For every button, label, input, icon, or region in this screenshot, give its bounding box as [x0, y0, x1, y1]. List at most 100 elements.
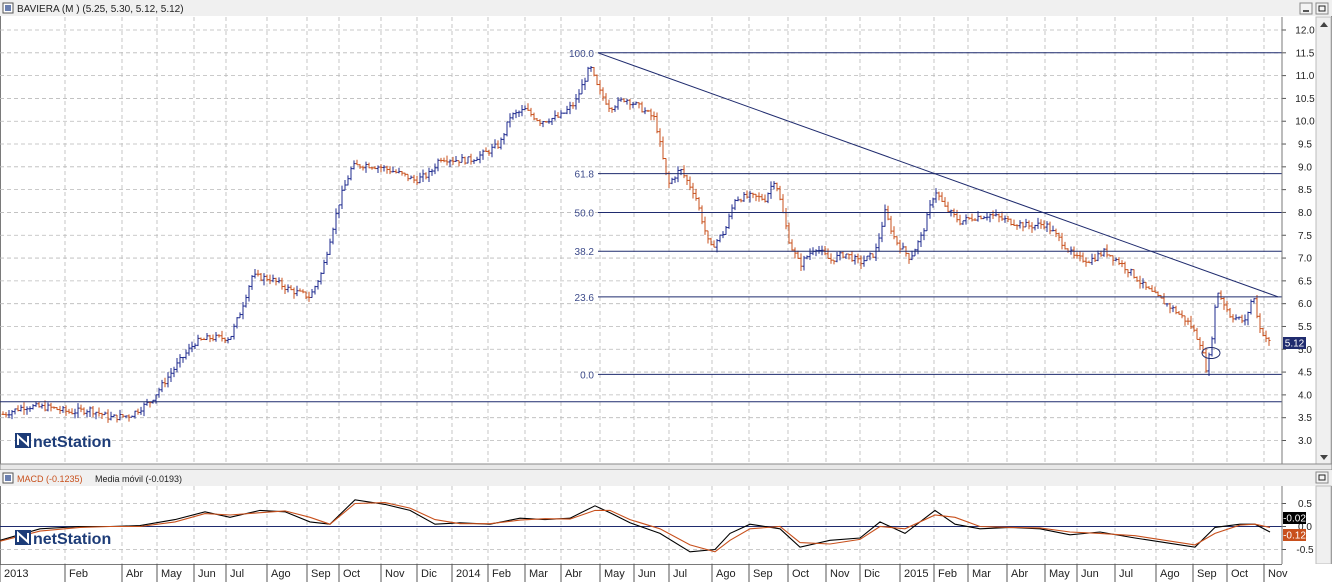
ohlc-bar	[682, 165, 686, 179]
ohlc-bar	[376, 165, 380, 174]
macd-scrollbar[interactable]	[1315, 485, 1332, 565]
ohlc-bar	[553, 110, 557, 121]
ohlc-bar	[292, 287, 296, 299]
x-axis-band	[0, 564, 1332, 582]
ohlc-bar	[1075, 252, 1079, 259]
ohlc-bar	[1123, 261, 1127, 274]
ohlc-bar	[985, 212, 989, 221]
ohlc-bar	[400, 170, 404, 176]
ohlc-bar	[166, 372, 170, 388]
fib-label: 100.0	[569, 49, 594, 60]
last-price-label: 5.12	[1285, 339, 1305, 350]
ohlc-bar	[1180, 310, 1184, 319]
ohlc-bar	[1027, 220, 1031, 230]
ohlc-bar	[451, 156, 455, 165]
x-tick-label: Sep	[1197, 568, 1217, 580]
ohlc-bar	[313, 285, 317, 295]
ohlc-bar	[637, 102, 641, 109]
ohlc-bar	[1060, 232, 1064, 250]
ohlc-bar	[1114, 257, 1118, 262]
netstation-logo-bottom: netStation	[15, 530, 111, 548]
ohlc-bar	[547, 118, 551, 124]
ohlc-bar	[1153, 286, 1157, 293]
signal-value-tag	[1283, 529, 1306, 541]
ohlc-bar	[127, 414, 131, 422]
ohlc-bar	[865, 255, 869, 262]
price-scrollbar[interactable]	[1315, 16, 1332, 465]
y-tick-label: 0.5	[1298, 499, 1312, 510]
ohlc-bar	[1033, 224, 1037, 231]
macd-maximize-button[interactable]	[1315, 471, 1329, 484]
fib-label: 50.0	[575, 208, 595, 219]
x-tick-label: Nov	[1268, 568, 1288, 580]
y-tick-label: 4.5	[1298, 368, 1312, 379]
ohlc-bar	[1039, 219, 1043, 229]
ohlc-bar	[130, 415, 134, 418]
ohlc-bar	[361, 165, 365, 171]
ohlc-bar	[760, 193, 764, 201]
price-y-axis: 12.0 11.5 11.0 10.5 10.0 9.5 9.0 8.5 8.0 7.5 7.0 6.…	[1282, 26, 1315, 447]
ohlc-bar	[520, 105, 524, 117]
ohlc-bar	[1207, 352, 1211, 377]
ohlc-bar	[745, 190, 749, 199]
ohlc-bar	[1117, 257, 1121, 266]
scroll-up-icon[interactable]	[1320, 22, 1328, 27]
ohlc-bar	[571, 102, 575, 109]
ohlc-bar	[826, 248, 830, 259]
ohlc-bar	[592, 66, 596, 77]
panel-splitter[interactable]	[0, 463, 1332, 471]
ohlc-bar	[94, 411, 98, 420]
ohlc-bar	[184, 349, 188, 360]
ohlc-bar	[445, 155, 449, 166]
ohlc-bar	[1231, 314, 1235, 323]
ohlc-bar	[223, 337, 227, 344]
ohlc-bar	[946, 201, 950, 213]
macd-ma-label: Media móvil (-0.0193)	[95, 474, 182, 484]
scroll-down-icon[interactable]	[1320, 455, 1328, 460]
ohlc-bar	[358, 164, 362, 169]
logo-n-icon	[17, 433, 29, 448]
minimize-button[interactable]	[1299, 2, 1313, 15]
x-tick-label: Dic	[864, 568, 880, 580]
ohlc-bar	[202, 337, 206, 341]
x-tick-label: Mar	[529, 568, 548, 580]
ohlc-bar	[1030, 222, 1034, 233]
ohlc-bar	[391, 166, 395, 173]
ohlc-bar	[625, 98, 629, 105]
x-tick-label: Sep	[753, 568, 773, 580]
ohlc-bar	[988, 213, 992, 223]
ohlc-bar	[643, 107, 647, 115]
y-tick-label: 8.5	[1298, 185, 1312, 196]
netstation-logo-top: netStation	[15, 433, 111, 451]
ohlc-bar	[1000, 211, 1004, 221]
ohlc-bar	[526, 103, 530, 111]
ohlc-bar	[481, 149, 485, 160]
ohlc-bar	[1219, 290, 1223, 300]
ohlc-bar	[1018, 220, 1022, 229]
ohlc-bar	[589, 65, 593, 72]
ohlc-bar	[1126, 269, 1130, 278]
ohlc-bar	[1237, 316, 1241, 320]
x-tick-label: 2014	[456, 568, 480, 580]
ohlc-bar	[646, 109, 650, 112]
ohlc-bar	[829, 253, 833, 264]
ohlc-bar	[1012, 219, 1016, 227]
ohlc-bar	[58, 405, 62, 415]
ohlc-bar	[394, 169, 398, 174]
ohlc-bar	[568, 101, 572, 115]
maximize-button[interactable]	[1315, 2, 1329, 15]
ohlc-bar	[583, 77, 587, 90]
fib-label: 38.2	[575, 247, 595, 258]
ohlc-bar	[700, 205, 704, 225]
annotation-ellipse	[1201, 347, 1221, 359]
ohlc-bar	[1195, 327, 1199, 340]
ohlc-bar	[508, 113, 512, 128]
ohlc-bar	[1156, 291, 1160, 297]
ohlc-bar	[697, 197, 701, 211]
ohlc-bar	[148, 401, 152, 408]
ohlc-bar	[727, 213, 731, 229]
ohlc-bar	[271, 274, 275, 283]
ohlc-bar	[1258, 313, 1262, 334]
ohlc-bar	[1267, 337, 1271, 346]
ohlc-bar	[190, 341, 194, 353]
